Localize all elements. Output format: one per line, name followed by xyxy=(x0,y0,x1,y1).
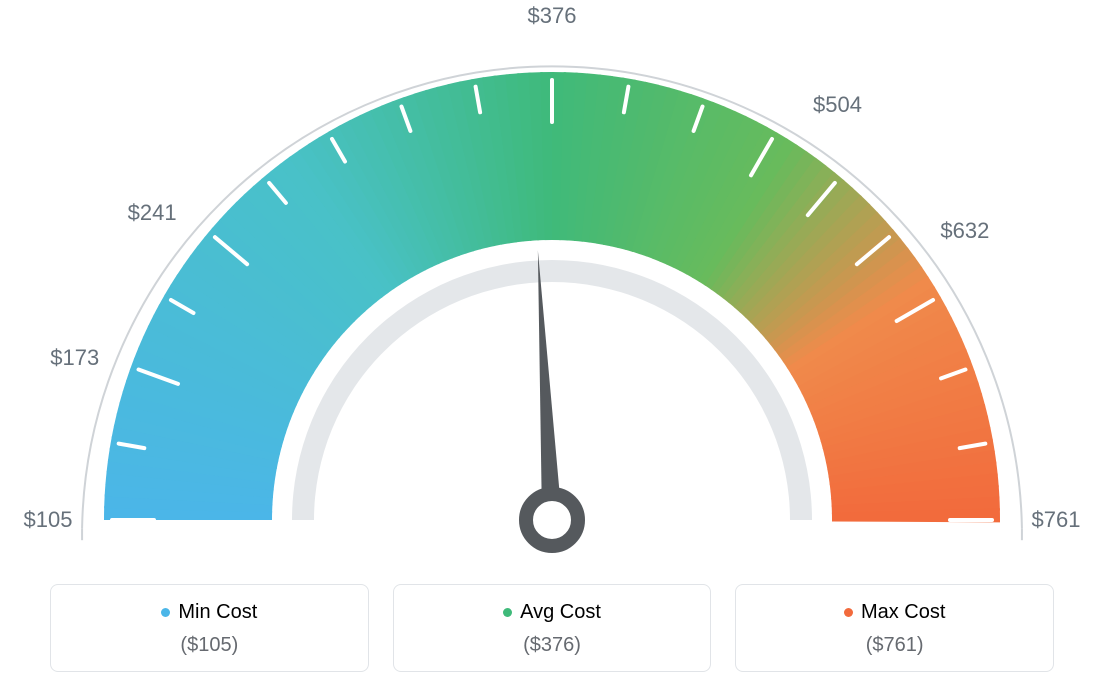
gauge-tick-label: $761 xyxy=(1032,507,1081,533)
dot-icon xyxy=(161,608,170,617)
gauge-tick-label: $105 xyxy=(24,507,73,533)
gauge-tick-label: $173 xyxy=(50,345,99,371)
legend-value-avg: ($376) xyxy=(404,634,701,657)
legend-title-avg-label: Avg Cost xyxy=(520,601,601,624)
legend-title-min-label: Min Cost xyxy=(178,601,257,624)
dot-icon xyxy=(844,608,853,617)
legend-title-max-label: Max Cost xyxy=(861,601,945,624)
cost-gauge-container: $105 $173 $241 $376 $504 $632 $761 Min Cost ($… xyxy=(0,0,1104,690)
legend-card-min: Min Cost ($105) xyxy=(50,584,369,672)
legend-value-min: ($105) xyxy=(61,634,358,657)
legend-value-max: ($761) xyxy=(746,634,1043,657)
gauge-tick-label: $504 xyxy=(813,92,862,118)
gauge-tick-label: $376 xyxy=(528,3,577,29)
legend-card-avg: Avg Cost ($376) xyxy=(393,584,712,672)
gauge-tick-label: $632 xyxy=(940,218,989,244)
legend-title-min: Min Cost xyxy=(161,601,257,624)
dot-icon xyxy=(503,608,512,617)
legend-title-max: Max Cost xyxy=(844,601,945,624)
gauge-chart: $105 $173 $241 $376 $504 $632 $761 xyxy=(0,0,1104,570)
legend-row: Min Cost ($105) Avg Cost ($376) Max Cost… xyxy=(50,584,1054,672)
legend-card-max: Max Cost ($761) xyxy=(735,584,1054,672)
gauge-tick-label: $241 xyxy=(128,200,177,226)
legend-title-avg: Avg Cost xyxy=(503,601,601,624)
